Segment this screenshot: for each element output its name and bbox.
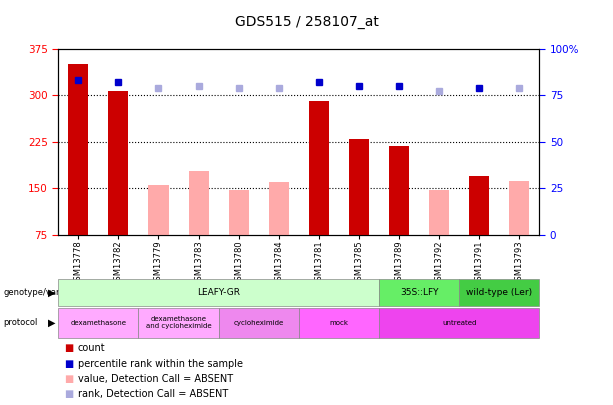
Bar	[148, 185, 169, 235]
Text: genotype/variation: genotype/variation	[3, 288, 83, 297]
Bar	[509, 181, 530, 235]
Bar	[429, 190, 449, 235]
Text: percentile rank within the sample: percentile rank within the sample	[78, 359, 243, 369]
Text: ▶: ▶	[48, 318, 55, 328]
Text: cycloheximide: cycloheximide	[234, 320, 284, 326]
Text: mock: mock	[329, 320, 348, 326]
Text: rank, Detection Call = ABSENT: rank, Detection Call = ABSENT	[78, 390, 228, 399]
Bar	[470, 176, 489, 235]
Bar	[349, 139, 369, 235]
Text: dexamethasone: dexamethasone	[70, 320, 126, 326]
Bar	[109, 91, 128, 235]
Bar	[189, 171, 208, 235]
Bar	[229, 190, 249, 235]
Text: dexamethasone
and cycloheximide: dexamethasone and cycloheximide	[146, 316, 211, 330]
Text: ▶: ▶	[48, 288, 55, 298]
Text: protocol: protocol	[3, 318, 37, 328]
Text: value, Detection Call = ABSENT: value, Detection Call = ABSENT	[78, 374, 233, 384]
Text: untreated: untreated	[442, 320, 476, 326]
Text: ■: ■	[64, 343, 74, 353]
Bar	[268, 182, 289, 235]
Text: ■: ■	[64, 359, 74, 369]
Text: count: count	[78, 343, 105, 353]
Text: LEAFY-GR: LEAFY-GR	[197, 288, 240, 297]
Text: 35S::LFY: 35S::LFY	[400, 288, 438, 297]
Text: GDS515 / 258107_at: GDS515 / 258107_at	[235, 15, 378, 29]
Text: wild-type (Ler): wild-type (Ler)	[466, 288, 533, 297]
Bar	[309, 101, 329, 235]
Text: ■: ■	[64, 374, 74, 384]
Bar	[389, 146, 409, 235]
Bar	[68, 64, 88, 235]
Text: ■: ■	[64, 390, 74, 399]
